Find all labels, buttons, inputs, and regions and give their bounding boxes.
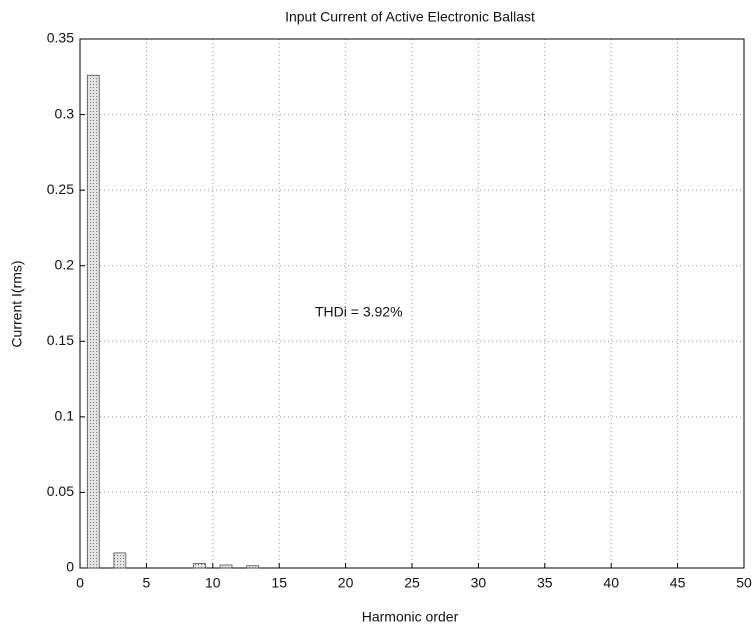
- y-axis-label: Current I(rms): [9, 260, 25, 347]
- x-tick-label: 15: [271, 575, 287, 591]
- x-tick-label: 30: [471, 575, 487, 591]
- y-tick-label: 0.35: [47, 30, 74, 46]
- annotation: THDi = 3.92%: [315, 304, 403, 320]
- x-tick-label: 10: [205, 575, 221, 591]
- y-tick-label: 0.15: [47, 332, 74, 348]
- y-tick-label: 0.2: [55, 256, 75, 272]
- x-tick-label: 20: [338, 575, 354, 591]
- x-tick-label: 35: [537, 575, 553, 591]
- x-tick-label: 45: [670, 575, 686, 591]
- y-tick-label: 0.3: [55, 105, 75, 121]
- chart-title: Input Current of Active Electronic Balla…: [285, 9, 535, 25]
- y-tick-label: 0.25: [47, 181, 74, 197]
- y-tick-label: 0.1: [55, 408, 75, 424]
- x-tick-label: 50: [736, 575, 752, 591]
- x-tick-label: 0: [76, 575, 84, 591]
- x-axis-label: Harmonic order: [362, 609, 459, 625]
- bar: [220, 565, 232, 568]
- bar: [194, 563, 206, 568]
- x-tick-label: 25: [404, 575, 420, 591]
- x-tick-label: 40: [603, 575, 619, 591]
- bar: [87, 75, 99, 568]
- bar: [247, 566, 259, 568]
- y-tick-label: 0.05: [47, 483, 74, 499]
- chart: Input Current of Active Electronic Balla…: [0, 0, 754, 631]
- bar: [114, 553, 126, 568]
- x-tick-label: 5: [143, 575, 151, 591]
- y-tick-label: 0: [66, 559, 74, 575]
